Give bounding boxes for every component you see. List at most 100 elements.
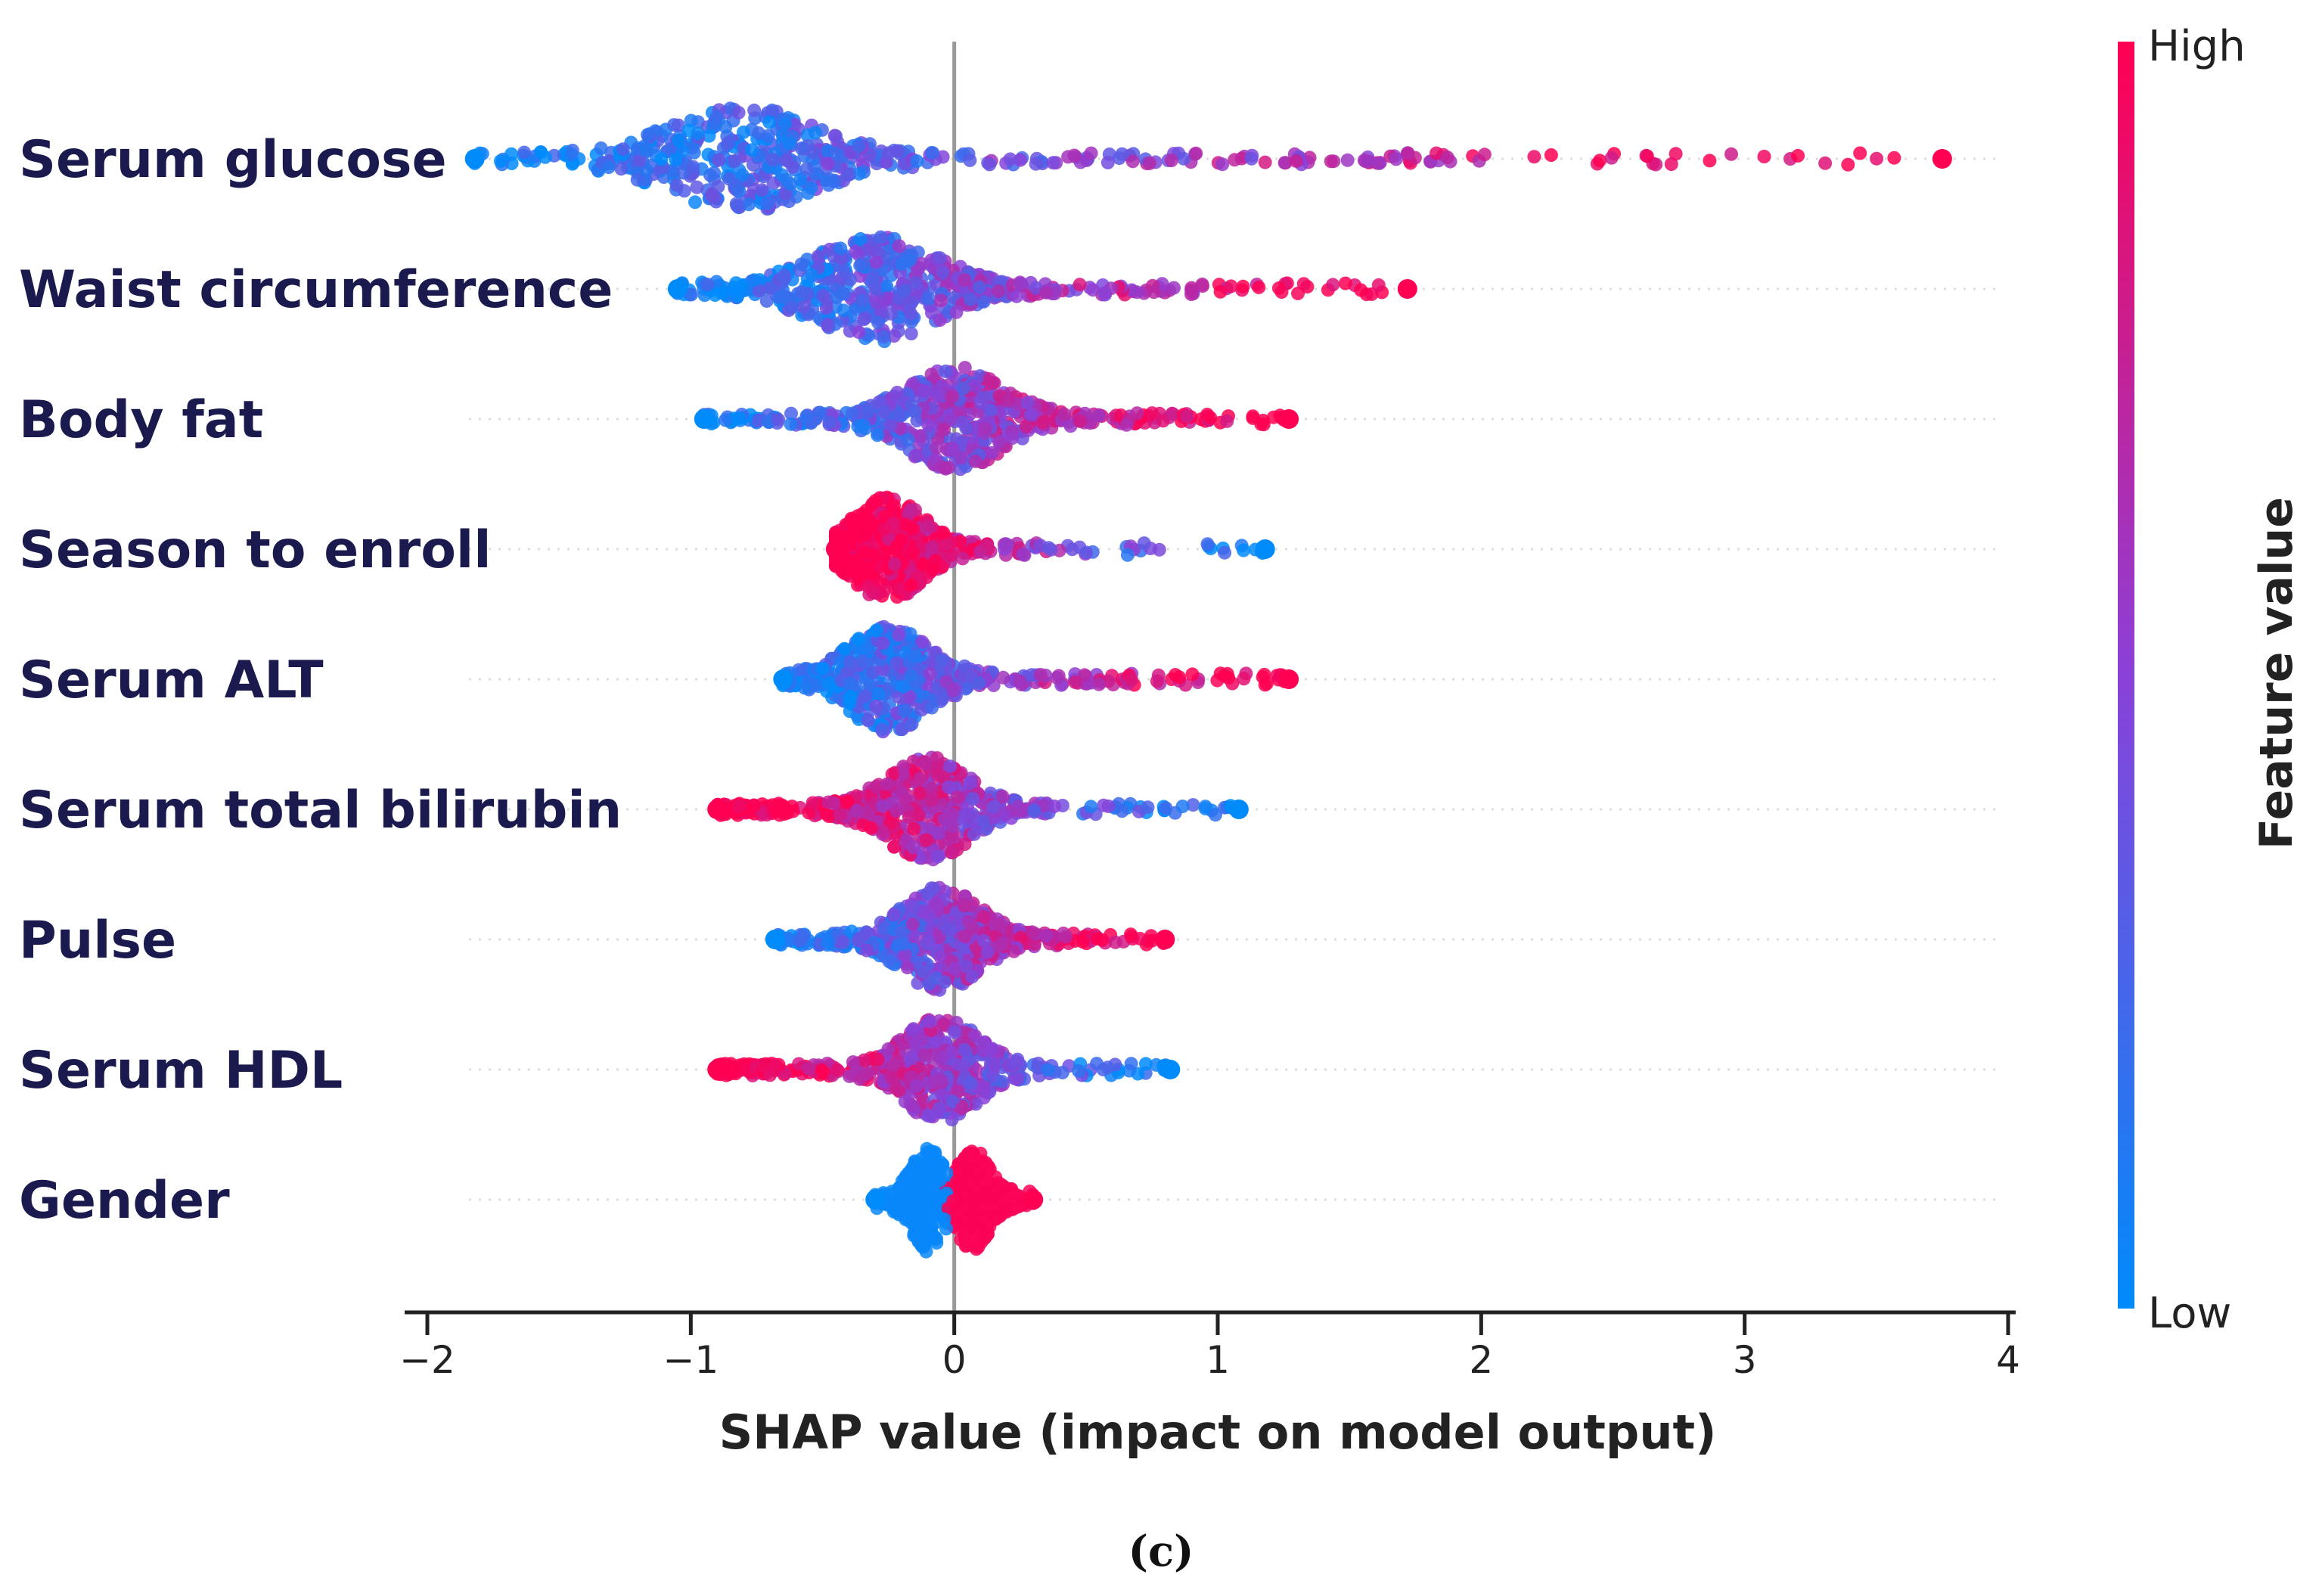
x-tick-label: −1 xyxy=(663,1338,719,1382)
shap-point xyxy=(940,922,955,936)
shap-point xyxy=(895,925,909,939)
shap-point xyxy=(861,561,876,576)
shap-point xyxy=(1186,798,1200,812)
shap-point xyxy=(958,1213,973,1226)
shap-point xyxy=(1024,408,1038,422)
shap-point xyxy=(960,1198,974,1213)
shap-point xyxy=(1371,278,1386,292)
shap-point xyxy=(805,268,819,282)
shap-point xyxy=(861,579,875,594)
shap-point xyxy=(915,635,930,649)
shap-point-extreme xyxy=(1255,539,1275,559)
shap-point xyxy=(846,564,861,578)
shap-point xyxy=(779,154,793,167)
shap-point xyxy=(884,306,899,321)
shap-point xyxy=(886,1205,901,1219)
shap-point xyxy=(955,1101,969,1116)
shap-point xyxy=(1046,156,1060,170)
shap-point xyxy=(1076,935,1090,949)
shap-point xyxy=(874,230,888,244)
shap-point xyxy=(1041,541,1056,555)
shap-point xyxy=(865,666,880,679)
shap-point xyxy=(861,713,875,728)
shap-point xyxy=(852,325,866,340)
shap-point-extreme xyxy=(825,539,846,559)
shap-point xyxy=(925,700,939,715)
feature-row-points xyxy=(765,880,1175,997)
shap-point xyxy=(1853,146,1867,160)
shap-point xyxy=(845,532,858,546)
shap-point xyxy=(784,300,799,314)
shap-point xyxy=(875,824,889,838)
shap-point xyxy=(1019,419,1033,433)
shap-point xyxy=(930,440,944,455)
shap-point xyxy=(892,628,906,642)
shap-point xyxy=(889,804,903,818)
shap-point xyxy=(1025,925,1039,939)
shap-point xyxy=(880,777,895,791)
feature-label: Serum HDL xyxy=(19,1041,343,1101)
shap-point xyxy=(802,1061,816,1076)
shap-point xyxy=(762,115,777,129)
shap-point-extreme xyxy=(1279,409,1299,429)
shap-point xyxy=(958,1185,972,1200)
shap-point xyxy=(869,255,883,269)
shap-point xyxy=(926,1228,940,1243)
feature-row-points xyxy=(865,1141,1044,1259)
shap-point xyxy=(917,384,931,399)
shap-point xyxy=(1166,407,1180,421)
shap-point xyxy=(909,1037,924,1051)
shap-point xyxy=(1115,804,1129,818)
shap-point xyxy=(1220,414,1234,428)
shap-point xyxy=(876,636,889,651)
shap-point xyxy=(900,961,914,975)
shap-point xyxy=(1252,280,1266,294)
shap-point xyxy=(909,449,923,463)
shap-point xyxy=(837,287,851,301)
shap-point xyxy=(768,1057,783,1072)
shap-point xyxy=(987,1058,1001,1073)
shap-point xyxy=(948,1025,962,1039)
shap-point xyxy=(939,364,953,378)
shap-point xyxy=(931,849,945,864)
shap-point xyxy=(947,961,961,976)
shap-point xyxy=(1228,153,1242,167)
shap-point xyxy=(913,786,927,800)
shap-point xyxy=(945,807,960,821)
shap-point xyxy=(1324,154,1338,169)
shap-point xyxy=(771,412,785,427)
shap-point xyxy=(1039,285,1054,300)
shap-point xyxy=(906,840,920,854)
shap-point xyxy=(899,253,914,268)
shap-point xyxy=(930,390,945,403)
shap-point xyxy=(1224,279,1238,293)
shap-point xyxy=(936,526,951,540)
shap-point xyxy=(1115,147,1129,161)
shap-point xyxy=(903,627,917,641)
shap-point xyxy=(992,434,1006,449)
shap-point xyxy=(944,846,958,859)
points-layer xyxy=(464,101,1952,1259)
shap-point xyxy=(936,265,950,279)
shap-point xyxy=(493,154,508,168)
shap-point xyxy=(958,929,972,943)
shap-point xyxy=(732,411,747,425)
shap-point xyxy=(850,803,864,818)
shap-point xyxy=(1593,154,1607,168)
shap-point xyxy=(843,689,858,703)
x-tick-label: −2 xyxy=(399,1338,455,1382)
shap-point xyxy=(924,368,939,381)
shap-point xyxy=(985,1042,999,1056)
shap-point xyxy=(712,153,726,167)
shap-point xyxy=(923,666,937,681)
shap-point xyxy=(1640,149,1654,163)
shap-point xyxy=(821,809,836,823)
shap-point xyxy=(999,1191,1014,1205)
shap-point xyxy=(1014,153,1027,167)
shap-point-extreme xyxy=(1228,800,1249,819)
shap-point xyxy=(921,519,936,533)
shap-point xyxy=(707,166,722,180)
shap-point xyxy=(992,918,1007,932)
shap-point-extreme xyxy=(765,930,785,949)
shap-point xyxy=(946,1194,960,1208)
